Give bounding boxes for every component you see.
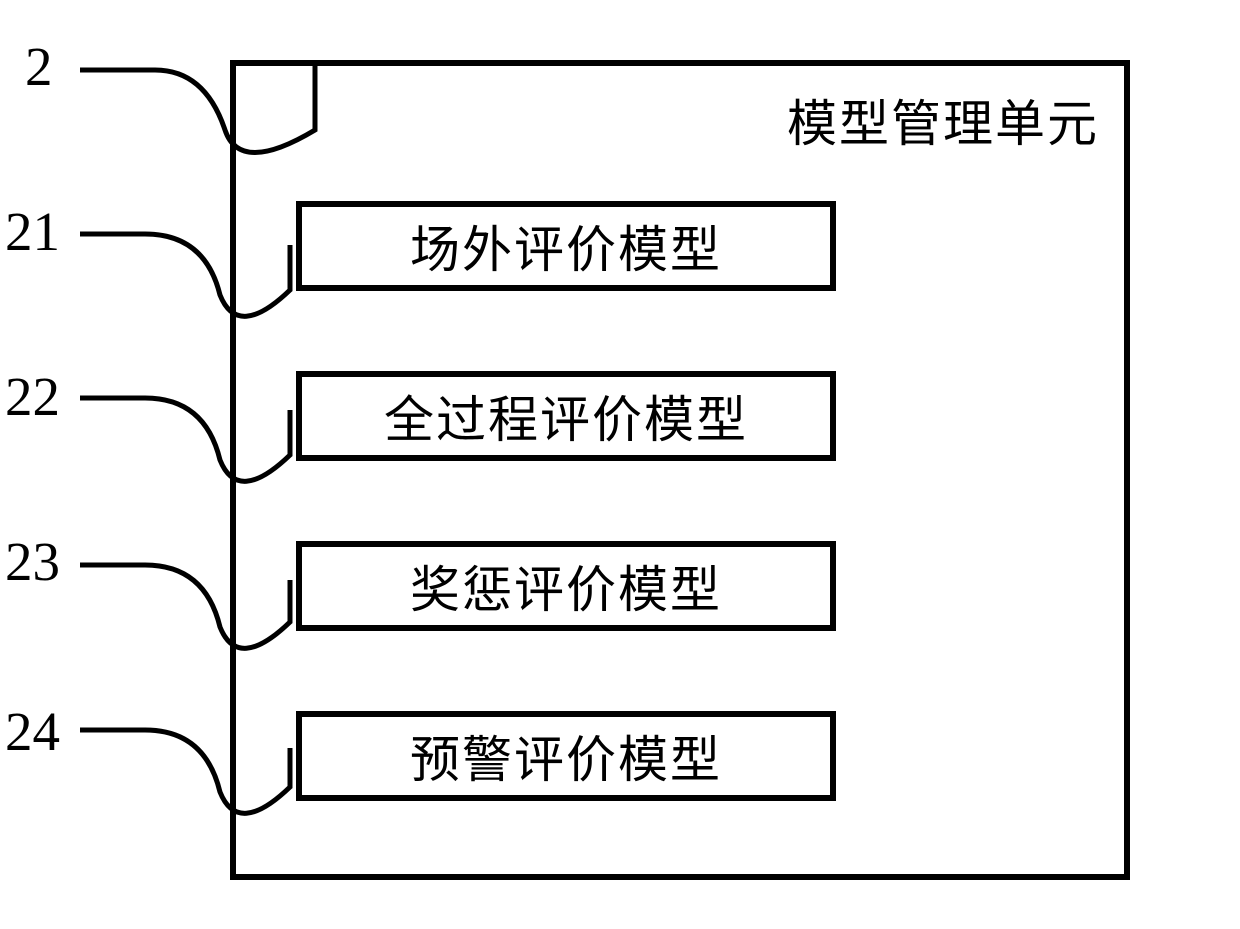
box-label: 全过程评价模型 — [384, 380, 748, 452]
ref-label-24: 24 — [5, 700, 60, 763]
ref-label-21: 21 — [5, 200, 60, 263]
box-label: 奖惩评价模型 — [410, 550, 722, 622]
box-label: 场外评价模型 — [410, 210, 722, 282]
reward-penalty-evaluation-model-box: 奖惩评价模型 — [296, 541, 836, 631]
box-label: 预警评价模型 — [410, 720, 722, 792]
ref-label-2: 2 — [25, 35, 53, 98]
ref-label-23: 23 — [5, 530, 60, 593]
full-process-evaluation-model-box: 全过程评价模型 — [296, 371, 836, 461]
model-management-unit: 模型管理单元 场外评价模型 全过程评价模型 奖惩评价模型 预警评价模型 — [230, 60, 1130, 880]
unit-title: 模型管理单元 — [787, 84, 1099, 156]
warning-evaluation-model-box: 预警评价模型 — [296, 711, 836, 801]
ref-label-22: 22 — [5, 365, 60, 428]
offsite-evaluation-model-box: 场外评价模型 — [296, 201, 836, 291]
